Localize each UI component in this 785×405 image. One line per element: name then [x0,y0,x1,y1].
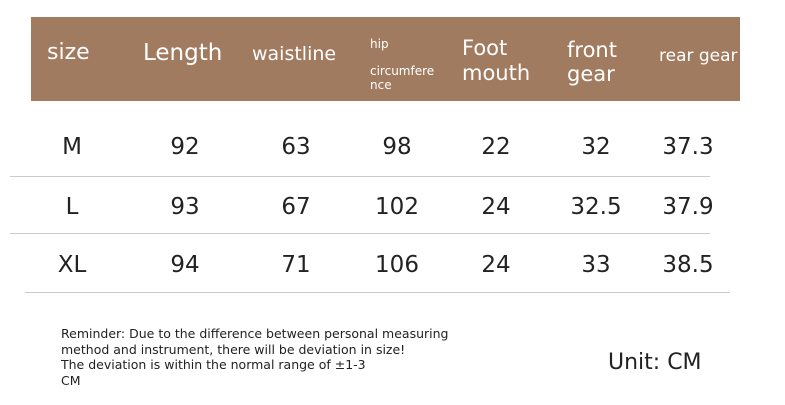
table-cell: 98 [382,134,412,160]
header-cell: Length [143,39,222,67]
table-cell: 22 [481,134,511,160]
header-text: gear [567,62,615,86]
header-text: Length [143,40,223,66]
reminder-line: The deviation is within the normal range… [61,357,366,372]
reminder-line: method and instrument, there will be dev… [61,341,406,357]
table-cell: M [62,134,82,160]
table-cell: 67 [281,194,311,220]
table-cell: 106 [375,252,419,278]
reminder-line: Reminder: Due to the difference between … [61,326,449,341]
table-cell: 24 [481,252,511,278]
header-text: waistline [252,43,337,65]
row-divider [10,176,710,177]
table-cell: XL [57,252,87,278]
table-cell: 93 [170,194,200,220]
table-cell: 37.3 [662,134,714,160]
table-cell: 24 [481,194,511,220]
header-cell: rear gear [659,45,738,67]
table-cell: 37.9 [662,194,714,220]
table-cell: 94 [170,252,200,278]
table-cell: 102 [375,194,419,220]
header-text: mouth [462,61,531,85]
header-cell: size [47,39,90,67]
table-cell: 92 [170,134,200,160]
table-cell: 33 [581,252,611,278]
reminder-line: CM [61,372,81,388]
row-divider [10,233,710,234]
table-header: size Length waistline hip circumfere nce Foot m… [31,17,740,101]
table-cell: 71 [281,252,311,278]
table-cell: 63 [281,134,311,160]
table-cell: 38.5 [662,252,714,278]
header-cell: front gear [567,38,617,86]
header-cell: waistline [252,42,336,66]
reminder: Reminder: Due to the difference between … [61,326,448,388]
row-divider [25,292,730,293]
header-text: front [567,38,617,62]
header-text: size [47,40,90,65]
header-text: circumfere [370,64,435,78]
header-text: hip [370,37,389,51]
header-text: rear gear [659,46,738,66]
table-cell: 32 [581,134,611,160]
header-cell: Foot mouth [462,36,530,86]
header-text: nce [370,78,392,92]
table-cell: L [65,194,79,220]
table-cell: 32.5 [570,194,622,220]
unit-label: Unit: CM [608,350,702,375]
header-cell: hip circumfere nce [370,37,434,92]
header-text: Foot [462,36,508,60]
